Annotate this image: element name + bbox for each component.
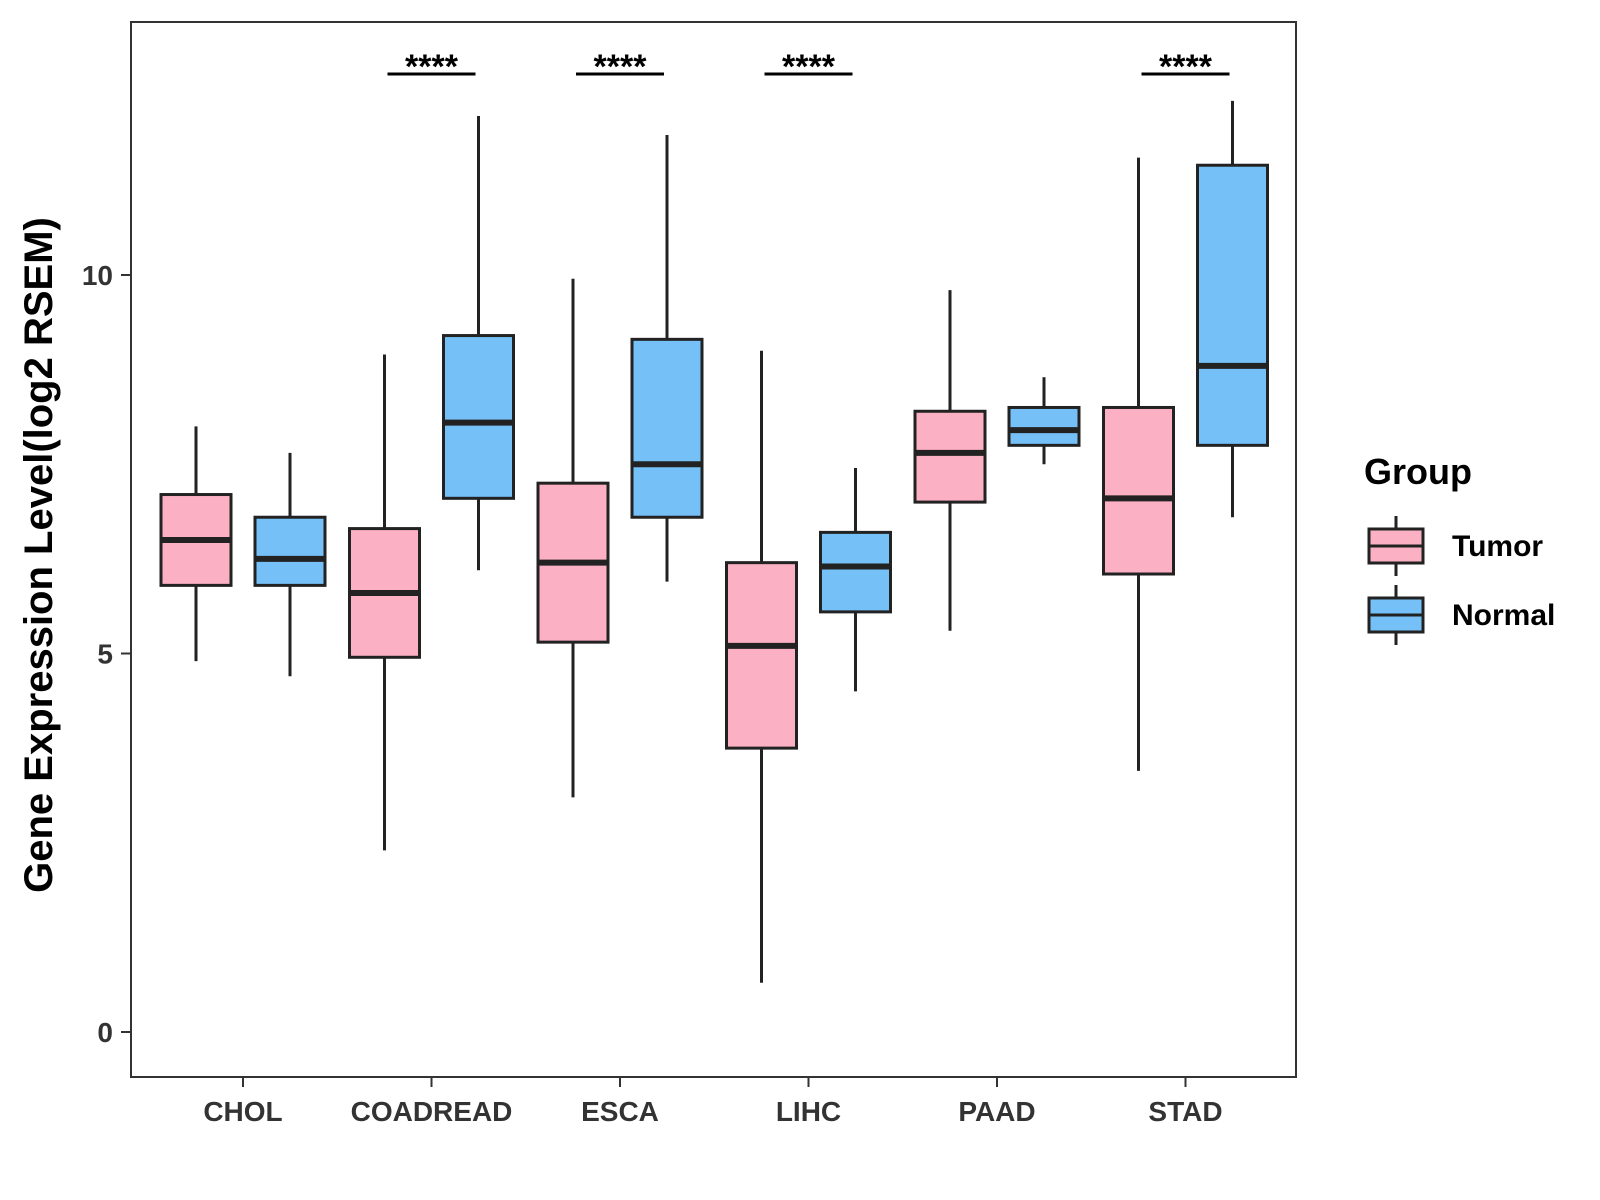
box-normal-chol xyxy=(253,452,327,677)
box-iqr xyxy=(1007,405,1081,447)
box-tumor-paad xyxy=(913,290,987,631)
plot-panel-border xyxy=(130,21,1297,1078)
box-tumor-chol xyxy=(159,426,233,662)
box-iqr xyxy=(1102,405,1175,576)
box-normal-lihc xyxy=(819,468,892,692)
significance-label: **** xyxy=(1159,48,1213,86)
box-tumor-coadread xyxy=(348,354,421,851)
y-axis-title: Gene Expression Level(log2 RSEM) xyxy=(17,217,61,893)
box-normal-esca xyxy=(630,134,704,582)
legend-label: Tumor xyxy=(1452,530,1543,563)
x-tick-label: LIHC xyxy=(776,1096,841,1127)
box-tumor-stad xyxy=(1102,157,1175,771)
box-iqr xyxy=(725,561,798,750)
x-tick-label: PAAD xyxy=(958,1096,1035,1127)
y-tick-label: 10 xyxy=(82,260,113,291)
box-iqr xyxy=(253,515,327,587)
legend-key-normal xyxy=(1367,585,1425,645)
legend-title: Group xyxy=(1364,451,1472,492)
x-tick-label: CHOL xyxy=(203,1096,282,1127)
x-tick-label: ESCA xyxy=(581,1096,659,1127)
box-iqr xyxy=(819,530,892,614)
legend: Group Tumor Normal xyxy=(1364,451,1555,645)
box-normal-paad xyxy=(1007,377,1081,465)
legend-label: Normal xyxy=(1452,599,1555,632)
y-tick-label: 0 xyxy=(97,1017,113,1048)
box-iqr xyxy=(913,409,987,504)
plot-area: 0 5 10 CHOL COADREAD ESCA LIHC PAAD STAD **** ****… xyxy=(82,21,1297,1127)
x-tick-label: STAD xyxy=(1148,1096,1222,1127)
box-normal-stad xyxy=(1196,100,1269,518)
box-normal-coadread xyxy=(442,116,515,571)
significance-label: **** xyxy=(594,48,648,86)
significance-label: **** xyxy=(782,48,836,86)
legend-key-tumor xyxy=(1367,516,1425,576)
x-tick-label: COADREAD xyxy=(351,1096,513,1127)
significance-label: **** xyxy=(405,48,459,86)
box-iqr xyxy=(442,334,515,500)
box-tumor-lihc xyxy=(725,350,798,983)
y-tick-label: 5 xyxy=(97,639,113,670)
box-tumor-esca xyxy=(536,278,610,798)
box-iqr xyxy=(630,337,704,519)
box-iqr xyxy=(1196,163,1269,447)
